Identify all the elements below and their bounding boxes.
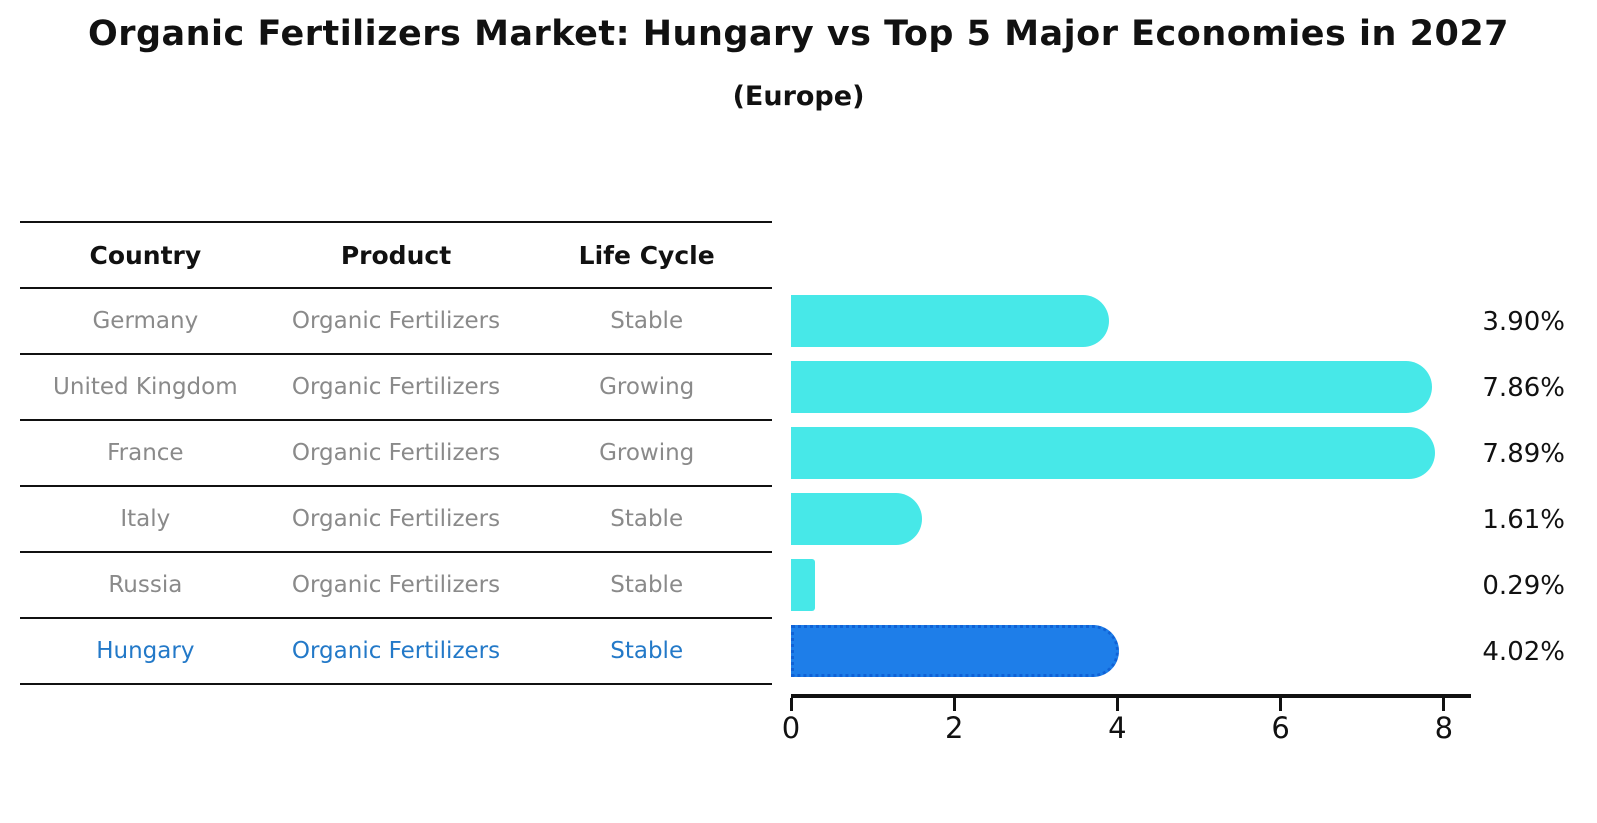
product-cell: Organic Fertilizers: [291, 308, 501, 334]
bar-france: [791, 427, 1435, 479]
product-cell: Organic Fertilizers: [291, 506, 501, 532]
life-cycle-cell: Growing: [599, 440, 695, 466]
country-cell: Italy: [120, 506, 171, 532]
x-axis-tick: [1115, 698, 1119, 711]
bar-russia: [791, 559, 815, 611]
bar-hungary: [791, 625, 1120, 677]
x-axis-tick: [789, 698, 793, 711]
country-cell: Germany: [92, 308, 199, 334]
x-axis-tick-label: 2: [944, 711, 964, 745]
table-header-product: Product: [340, 240, 452, 270]
country-cell: Hungary: [96, 638, 195, 664]
value-label-germany: 3.90%: [1482, 307, 1565, 337]
x-axis-tick-label: 6: [1271, 711, 1290, 745]
x-axis-tick-label: 8: [1434, 711, 1454, 745]
table-row-italy: Italy Organic Fertilizers Stable: [20, 487, 772, 553]
table-header-row: Country Product Life Cycle: [20, 223, 772, 289]
value-label-hungary: 4.02%: [1482, 637, 1565, 667]
country-cell: France: [107, 440, 184, 466]
value-label-russia: 0.29%: [1482, 571, 1565, 601]
x-axis-tick-label: 4: [1108, 711, 1127, 745]
life-cycle-cell: Stable: [610, 638, 684, 664]
table-row-hungary: Hungary Organic Fertilizers Stable: [20, 619, 772, 685]
life-cycle-cell: Stable: [610, 572, 684, 598]
country-table: Country Product Life Cycle Germany Organ…: [20, 221, 772, 685]
chart-title: Organic Fertilizers Market: Hungary vs T…: [87, 14, 1510, 54]
x-axis-line: [791, 694, 1471, 698]
chart-subtitle: (Europe): [732, 81, 865, 112]
x-axis-tick: [1442, 698, 1446, 711]
bar-germany: [791, 295, 1110, 347]
table-header-country: Country: [89, 240, 202, 270]
life-cycle-cell: Stable: [610, 506, 684, 532]
product-cell: Organic Fertilizers: [291, 572, 501, 598]
table-row-united-kingdom: United Kingdom Organic Fertilizers Growi…: [20, 355, 772, 421]
bar-united-kingdom: [791, 361, 1433, 413]
product-cell: Organic Fertilizers: [291, 638, 501, 664]
table-row-germany: Germany Organic Fertilizers Stable: [20, 289, 772, 355]
country-cell: Russia: [108, 572, 183, 598]
life-cycle-cell: Stable: [610, 308, 684, 334]
bar-italy: [791, 493, 923, 545]
x-axis-tick: [1279, 698, 1283, 711]
value-label-france: 7.89%: [1482, 439, 1565, 469]
x-axis-tick: [952, 698, 956, 711]
product-cell: Organic Fertilizers: [291, 374, 501, 400]
value-label-united-kingdom: 7.86%: [1482, 373, 1565, 403]
value-label-italy: 1.61%: [1482, 505, 1565, 535]
table-row-russia: Russia Organic Fertilizers Stable: [20, 553, 772, 619]
x-axis-tick-label: 0: [781, 711, 801, 745]
product-cell: Organic Fertilizers: [291, 440, 501, 466]
country-cell: United Kingdom: [53, 374, 238, 400]
life-cycle-cell: Growing: [599, 374, 695, 400]
table-row-france: France Organic Fertilizers Growing: [20, 421, 772, 487]
table-header-life-cycle: Life Cycle: [578, 240, 715, 270]
